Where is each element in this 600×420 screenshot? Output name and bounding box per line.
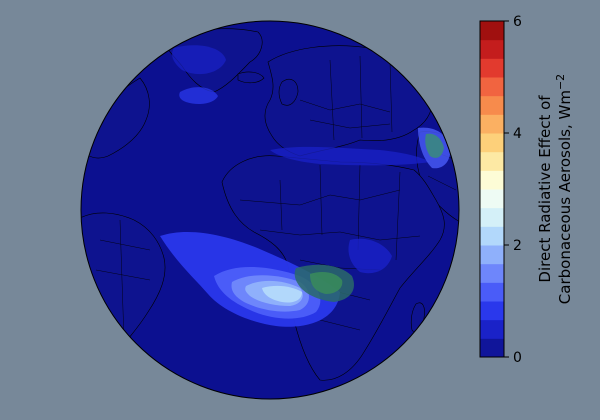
- colorbar-segment: [480, 282, 504, 302]
- colorbar-segment: [480, 58, 504, 78]
- colorbar-segment: [480, 226, 504, 246]
- aerosol-effect-field: [160, 45, 451, 327]
- colorbar-label-units: Carbonaceous Aerosols, Wm: [556, 90, 574, 304]
- colorbar-ticks: 0 2 4 6: [504, 14, 522, 366]
- land-british-isles: [278, 79, 299, 106]
- colorbar-tick-label: 2: [513, 238, 522, 254]
- colorbar-tick-label: 0: [513, 350, 522, 366]
- colorbar: 0 2 4 6 Direct Radiative Effect of Carbonac…: [479, 14, 574, 366]
- colorbar-segment: [480, 338, 504, 358]
- aerosol-contour-sea-level5: [262, 285, 302, 303]
- globe: [80, 20, 460, 400]
- aerosol-contour-east-africa: [348, 238, 392, 274]
- globe-outline: [80, 20, 460, 400]
- colorbar-tick-label: 6: [513, 14, 522, 30]
- colorbar-segment: [480, 207, 504, 227]
- colorbar-label-line2: Carbonaceous Aerosols, Wm−2: [554, 74, 574, 304]
- colorbar-segment: [480, 95, 504, 115]
- colorbar-frame: [479, 20, 505, 358]
- colorbar-segment: [480, 77, 504, 97]
- colorbar-label: Direct Radiative Effect of Carbonaceous …: [536, 74, 574, 304]
- land-iceland: [237, 71, 265, 84]
- aerosol-contour-north-atlantic: [179, 87, 218, 104]
- colorbar-segment: [480, 133, 504, 153]
- colorbar-segment: [480, 189, 504, 209]
- colorbar-segment: [480, 21, 504, 41]
- colorbar-segment: [480, 319, 504, 339]
- aerosol-contour-greenland-sea: [172, 45, 226, 75]
- colorbar-segment: [480, 301, 504, 321]
- aerosol-contour-mediterranean: [270, 146, 430, 166]
- colorbar-label-line1: Direct Radiative Effect of: [536, 95, 554, 283]
- colorbar-segment: [480, 151, 504, 171]
- colorbar-segment: [480, 245, 504, 265]
- colorbar-segment: [480, 170, 504, 190]
- colorbar-segment: [480, 114, 504, 134]
- colorbar-label-exponent: −2: [554, 74, 567, 90]
- colorbar-tick-label: 4: [513, 126, 522, 142]
- aerosol-contour-middle-east-inner: [425, 133, 444, 158]
- aerosol-contour-central-africa-inner: [310, 272, 343, 294]
- colorbar-segments: [480, 21, 504, 358]
- colorbar-segment: [480, 39, 504, 59]
- colorbar-segment: [480, 263, 504, 283]
